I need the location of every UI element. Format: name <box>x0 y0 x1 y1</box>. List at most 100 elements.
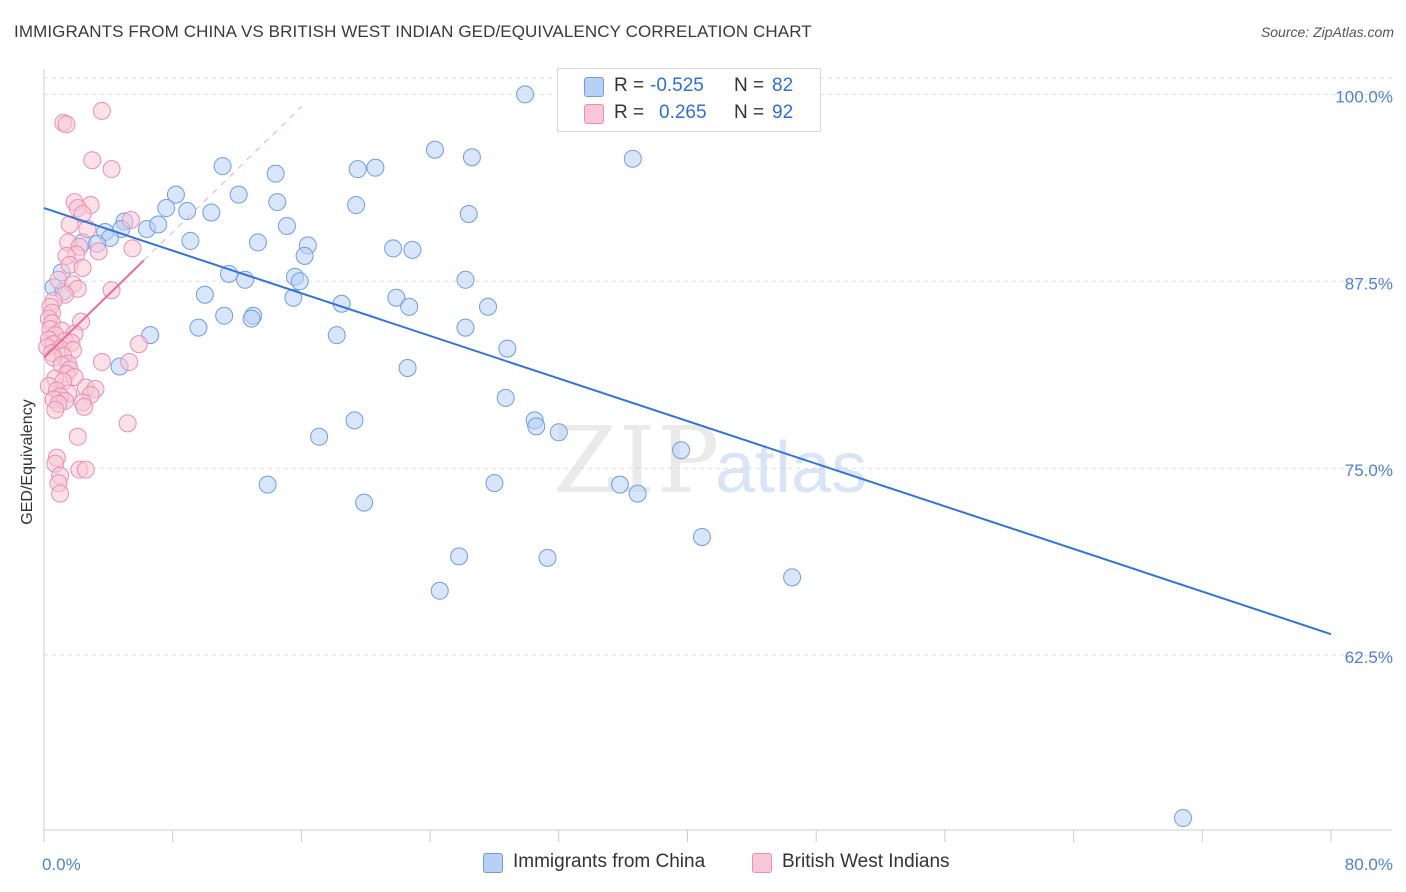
china-point <box>215 306 234 325</box>
china-point <box>623 149 642 168</box>
china-point <box>242 309 261 328</box>
bwi-point <box>121 211 140 230</box>
china-point <box>327 326 346 345</box>
bwi-point <box>73 258 92 277</box>
china-point <box>149 215 168 234</box>
grid-lines <box>44 77 1392 656</box>
watermark: ZIP atlas <box>553 407 867 514</box>
china-point <box>295 246 314 265</box>
china-point <box>403 240 422 259</box>
watermark-atlas: atlas <box>715 428 867 508</box>
chart-title: IMMIGRANTS FROM CHINA VS BRITISH WEST IN… <box>14 22 812 41</box>
china-point <box>290 272 309 291</box>
n-value-bwi: 92 <box>772 102 794 123</box>
legend-row-bwi: R = 0.265 N = 92 <box>558 101 820 127</box>
china-point <box>266 164 285 183</box>
china-point <box>310 427 329 446</box>
china-point <box>479 297 498 316</box>
n-value-china: 82 <box>772 75 794 96</box>
r-label: R = <box>614 75 645 96</box>
bwi-point <box>118 414 137 433</box>
series-china-points <box>44 85 1192 828</box>
china-legend-swatch <box>483 853 503 873</box>
n-label: N = <box>734 102 765 123</box>
china-swatch <box>584 77 604 97</box>
china-point <box>277 216 296 235</box>
r-value-china: -0.525 <box>650 75 704 96</box>
china-point <box>202 203 221 222</box>
china-point <box>459 205 478 224</box>
bwi-point <box>92 101 111 120</box>
bwi-point <box>129 335 148 354</box>
china-point <box>345 411 364 430</box>
china-point <box>398 359 417 378</box>
china-point <box>783 568 802 587</box>
china-point <box>248 233 267 252</box>
bwi-point <box>89 242 108 261</box>
series-bwi-points <box>38 101 148 503</box>
bwi-trend-extension <box>143 106 302 261</box>
china-point <box>268 193 287 212</box>
china-point <box>387 288 406 307</box>
china-point <box>348 160 367 179</box>
y-axis-label: GED/Equivalency <box>19 399 36 524</box>
bwi-point <box>102 160 121 179</box>
china-point <box>189 318 208 337</box>
bwi-point <box>51 484 70 503</box>
bwi-point <box>57 115 76 134</box>
bwi-point <box>120 353 139 372</box>
china-point <box>229 185 248 204</box>
china-point <box>181 231 200 250</box>
source-label: Source: ZipAtlas.com <box>1260 24 1394 40</box>
china-point <box>610 475 629 494</box>
china-point <box>178 202 197 221</box>
legend-row-china: R = -0.525 N = 82 <box>558 74 820 100</box>
china-point <box>1173 809 1192 828</box>
bwi-point <box>75 397 94 416</box>
china-point <box>456 318 475 337</box>
china-point <box>220 264 239 283</box>
china-point <box>496 388 515 407</box>
r-label: R = <box>614 102 645 123</box>
china-point <box>692 527 711 546</box>
x-tick-label-min: 0.0% <box>42 855 81 874</box>
china-point <box>628 484 647 503</box>
bwi-trend-line <box>43 259 145 359</box>
china-point <box>166 185 185 204</box>
china-point <box>527 417 546 436</box>
china-point <box>213 157 232 176</box>
bwi-point <box>46 400 65 419</box>
bwi-point <box>68 427 87 446</box>
bwi-swatch <box>584 104 604 124</box>
china-point <box>538 548 557 567</box>
r-value-bwi: 0.265 <box>659 102 707 123</box>
china-point <box>450 547 469 566</box>
n-label: N = <box>734 75 765 96</box>
china-point <box>462 148 481 167</box>
china-point <box>485 474 504 493</box>
china-point <box>400 297 419 316</box>
bwi-point <box>92 353 111 372</box>
china-legend-label: Immigrants from China <box>513 851 706 872</box>
bwi-point <box>83 151 102 170</box>
china-point <box>258 475 277 494</box>
correlation-legend: R = -0.525 N = 82 R = 0.265 N = 92 <box>557 68 821 132</box>
bwi-point <box>76 460 95 479</box>
china-point <box>549 423 568 442</box>
china-point <box>355 493 374 512</box>
china-point <box>284 288 303 307</box>
china-trend-line <box>43 207 1332 636</box>
china-point <box>672 441 691 460</box>
y-tick-label: 100.0% <box>1335 87 1393 106</box>
y-tick-label: 87.5% <box>1345 274 1393 293</box>
china-point <box>347 196 366 215</box>
bwi-point <box>123 239 142 258</box>
china-point <box>384 239 403 258</box>
bwi-legend-swatch <box>752 853 772 873</box>
china-point <box>430 581 449 600</box>
y-tick-label: 75.0% <box>1345 461 1393 480</box>
tick-labels: 100.0% 87.5% 75.0% 62.5% 0.0% 80.0% <box>42 87 1393 874</box>
china-point <box>498 339 517 358</box>
china-point <box>516 85 535 104</box>
